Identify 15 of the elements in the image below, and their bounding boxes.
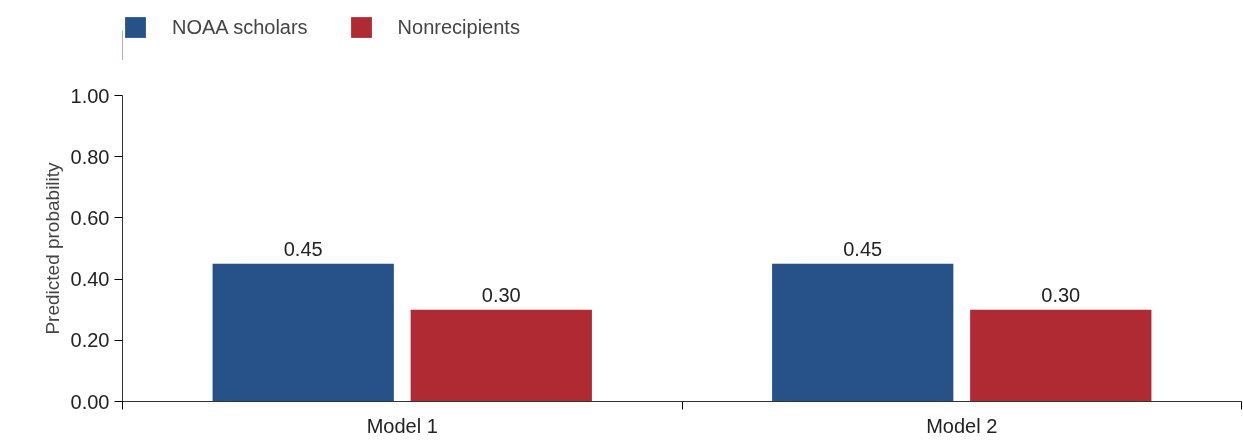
- x-tick-label: Model 1: [366, 414, 438, 437]
- text: 0.30: [481, 283, 521, 306]
- y-tick-label: 0.40: [70, 268, 110, 291]
- legend-label: NOAA scholars: [172, 15, 308, 39]
- y-tick-label: 0.20: [70, 329, 110, 352]
- y-tick-label: 0.60: [70, 206, 110, 229]
- y-tick-label: 0.00: [70, 390, 110, 413]
- y-tick-label: 0.80: [70, 145, 110, 168]
- text: 0.45: [283, 237, 323, 260]
- text: 0.45: [843, 237, 883, 260]
- y-axis-title: Predicted probability: [41, 161, 63, 335]
- legend-label: Nonrecipients: [397, 15, 520, 39]
- x-tick-label: Model 2: [926, 414, 998, 437]
- y-tick-label: 1.00: [70, 84, 110, 107]
- text: 0.30: [1041, 283, 1081, 306]
